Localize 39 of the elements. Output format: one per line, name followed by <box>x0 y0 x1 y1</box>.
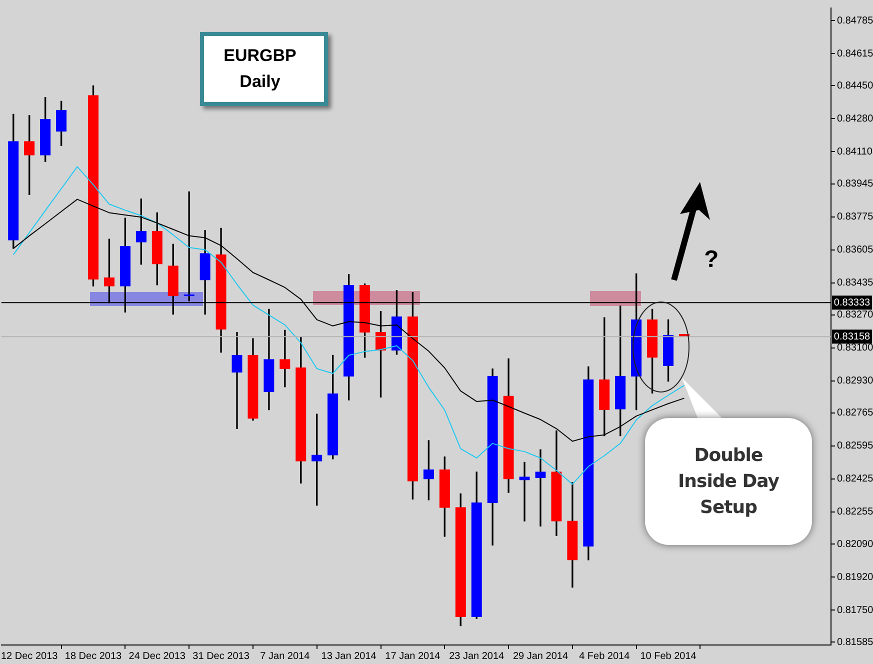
y-tick-label: 0.82255 <box>837 506 873 518</box>
y-tick-label: 0.82930 <box>837 376 873 387</box>
x-tick-label: 24 Dec 2013 <box>128 650 186 662</box>
x-tick-label: 10 Feb 2014 <box>640 650 697 662</box>
text: ? <box>704 246 719 274</box>
y-tick-label: 0.84785 <box>837 15 873 26</box>
x-tick-label: 13 Jan 2014 <box>321 650 377 662</box>
y-tick-label: 0.81750 <box>837 604 873 616</box>
x-tick-label: 18 Dec 2013 <box>64 650 122 662</box>
x-tick-label: 4 Feb 2014 <box>579 650 630 662</box>
y-tick-label: 0.83100 <box>837 342 873 354</box>
y-tick-label: 0.83775 <box>837 212 873 223</box>
candlestick <box>535 449 546 526</box>
y-tick-label: 0.82090 <box>837 538 873 550</box>
y-tick-label: 0.83605 <box>837 244 873 256</box>
y-tick-label: 0.81585 <box>837 636 873 648</box>
y-tick-label: 0.82595 <box>837 440 873 452</box>
y-tick-label: 0.84110 <box>837 146 873 158</box>
ref-line-label: 0.83333 <box>834 297 871 308</box>
candlestick <box>232 332 242 429</box>
x-tick-label: 23 Jan 2014 <box>449 650 505 662</box>
y-tick-label: 0.84280 <box>837 113 873 124</box>
x-tick-label: 12 Dec 2013 <box>0 650 58 662</box>
y-tick-label: 0.82765 <box>837 408 873 419</box>
x-tick-label: 17 Jan 2014 <box>385 650 441 662</box>
y-tick-label: 0.84615 <box>837 48 873 60</box>
x-tick-label: 29 Jan 2014 <box>512 650 568 662</box>
candlestick <box>280 330 290 388</box>
x-tick-label: 31 Dec 2013 <box>192 650 250 662</box>
y-tick-label: 0.83435 <box>837 278 873 289</box>
text: EURGBP Daily <box>222 45 298 93</box>
candlestick <box>519 462 530 522</box>
y-tick-label: 0.81920 <box>837 572 873 583</box>
y-tick-label: 0.83270 <box>837 310 873 321</box>
y-tick-label: 0.82425 <box>837 474 873 485</box>
y-tick-label: 0.84450 <box>837 80 873 92</box>
ref-line-label: 0.83158 <box>834 331 871 342</box>
x-tick-label: 7 Jan 2014 <box>260 650 310 662</box>
y-tick-label: 0.83945 <box>837 178 873 190</box>
